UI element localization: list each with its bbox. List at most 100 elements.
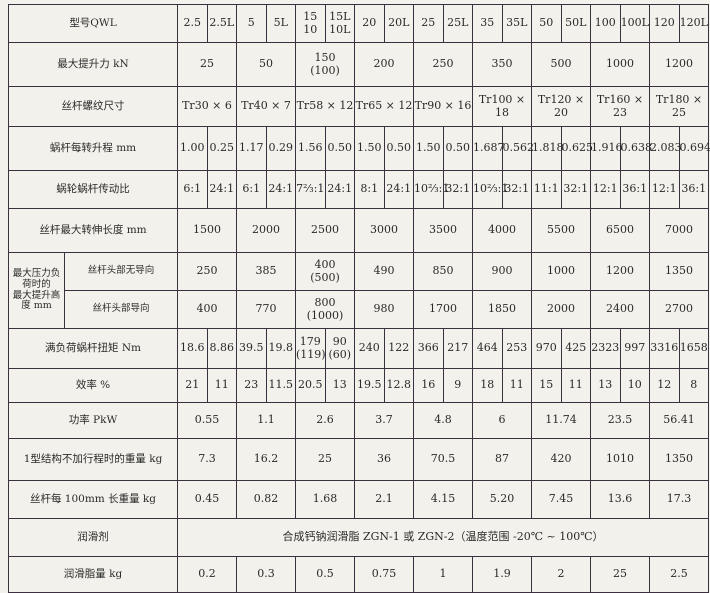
table-cell: 20.5 <box>295 368 326 403</box>
table-cell: 0.50 <box>383 126 414 171</box>
table-cell: 19.8 <box>265 328 296 369</box>
table-cell: 179 (119) <box>295 328 326 369</box>
row-label: 型号QWL <box>8 4 178 43</box>
row-efficiency: 效率 % 21 11 23 11.5 20.5 13 19.5 12.8 16 9 18 11 15 11 1… <box>8 368 709 403</box>
table-cell: 1010 <box>590 438 650 481</box>
table-cell: 18 <box>472 368 503 403</box>
row-pressure-guide: 丝杆头部导向 400 770 800 (1000) 980 1700 1850 2000 240… <box>9 290 709 329</box>
table-cell: 3000 <box>354 208 414 253</box>
table-cell: 3500 <box>413 208 473 253</box>
table-cell: 900 <box>472 252 532 291</box>
table-cell: 6500 <box>590 208 650 253</box>
table-cell: 100L <box>619 4 650 43</box>
table-cell: 122 <box>383 328 414 369</box>
table-cell: 250 <box>413 42 473 87</box>
table-cell: 150 (100) <box>295 42 355 87</box>
table-cell: 1.1 <box>236 402 296 439</box>
table-cell: 11.5 <box>265 368 296 403</box>
row-torque: 满负荷蜗杆扭矩 Nm 18.6 8.86 39.5 19.8 179 (119) 90 (6… <box>8 328 709 369</box>
table-cell: 2000 <box>531 290 591 329</box>
table-cell: 24:1 <box>383 170 414 209</box>
table-cell: 1350 <box>649 252 709 291</box>
table-cell: 50 <box>236 42 296 87</box>
table-cell: 18.6 <box>177 328 208 369</box>
row-label: 丝杆每 100mm 长重量 kg <box>8 480 178 519</box>
table-cell: 200 <box>354 42 414 87</box>
table-cell: 56.41 <box>649 402 709 439</box>
table-cell: 1.50 <box>413 126 444 171</box>
table-cell: 50 <box>531 4 562 43</box>
table-cell: 36 <box>354 438 414 481</box>
row-label: 满负荷蜗杆扭矩 Nm <box>8 328 178 369</box>
row-label: 丝杆最大转伸长度 mm <box>8 208 178 253</box>
table-cell: 0.625 <box>560 126 593 171</box>
row-max-lift: 最大提升力 kN 25 50 150 (100) 200 250 350 500 1000 120… <box>8 42 709 87</box>
row-label: 效率 % <box>8 368 178 403</box>
row-max-length: 丝杆最大转伸长度 mm 1500 2000 2500 3000 3500 4000 5500 6… <box>8 208 709 253</box>
table-cell: 997 <box>619 328 650 369</box>
table-cell: Tr180 × 25 <box>649 86 709 127</box>
row-label: 丝杆螺纹尺寸 <box>8 86 178 127</box>
table-cell: 9 <box>442 368 473 403</box>
table-cell: 25 <box>295 438 355 481</box>
table-cell: 10 <box>619 368 650 403</box>
table-cell: 0.55 <box>177 402 237 439</box>
table-cell: 2.5L <box>206 4 237 43</box>
row-label: 蜗杆每转升程 mm <box>8 126 178 171</box>
table-cell: 36:1 <box>619 170 650 209</box>
table-cell: 70.5 <box>413 438 473 481</box>
table-cell: 0.45 <box>177 480 237 519</box>
table-cell: 23.5 <box>590 402 650 439</box>
row-weight: 1型结构不加行程时的重量 kg 7.3 16.2 25 36 70.5 87 420 1010 1… <box>8 438 709 481</box>
table-cell: 7000 <box>649 208 709 253</box>
table-cell: Tr160 × 23 <box>590 86 650 127</box>
sub-row-label: 丝杆头部无导向 <box>64 252 178 291</box>
table-cell: 1.818 <box>531 126 564 171</box>
table-cell: 12.8 <box>383 368 414 403</box>
table-cell: 400 <box>177 290 237 329</box>
table-cell: 24:1 <box>324 170 355 209</box>
table-cell: 1 <box>413 556 473 593</box>
table-cell: Tr40 × 7 <box>236 86 296 127</box>
table-cell: Tr100 × 18 <box>472 86 532 127</box>
table-cell: 0.25 <box>206 126 237 171</box>
row-power: 功率 PkW 0.55 1.1 2.6 3.7 4.8 6 11.74 23.5 56.41 <box>8 402 709 439</box>
table-cell: 1.916 <box>590 126 623 171</box>
table-cell: 25 <box>413 4 444 43</box>
table-cell: 11:1 <box>531 170 562 209</box>
table-cell: 8.86 <box>206 328 237 369</box>
table-cell: 0.29 <box>265 126 296 171</box>
table-cell: 10⅔:1 <box>472 170 508 209</box>
table-cell: 24:1 <box>265 170 296 209</box>
row-label: 蜗轮蜗杆传动比 <box>8 170 178 209</box>
row-label: 润滑脂量 kg <box>8 556 178 593</box>
table-cell: 7.3 <box>177 438 237 481</box>
table-cell: 250 <box>177 252 237 291</box>
row-label: 最大提升力 kN <box>8 42 178 87</box>
table-cell: 25 <box>590 556 650 593</box>
table-cell: 11.74 <box>531 402 591 439</box>
table-cell: 50L <box>560 4 591 43</box>
table-cell: 32:1 <box>442 170 473 209</box>
table-cell: 0.3 <box>236 556 296 593</box>
table-cell: Tr65 × 12 <box>354 86 414 127</box>
table-cell: 2.083 <box>649 126 682 171</box>
table-cell: 1658 <box>678 328 709 369</box>
table-cell: 500 <box>531 42 591 87</box>
table-cell: 32:1 <box>501 170 532 209</box>
table-cell: 20L <box>383 4 414 43</box>
row-screw-weight: 丝杆每 100mm 长重量 kg 0.45 0.82 1.68 2.1 4.15 5.20 7… <box>8 480 709 519</box>
table-cell: 25L <box>442 4 473 43</box>
spec-table: 型号QWL 2.5 2.5L 5 5L 15 10 15L 10L 20 20L 25 25L 35 3… <box>8 4 710 593</box>
table-cell: 0.638 <box>619 126 652 171</box>
table-cell: 0.2 <box>177 556 237 593</box>
table-cell: Tr120 × 20 <box>531 86 591 127</box>
table-cell: Tr30 × 6 <box>177 86 237 127</box>
table-cell: 5L <box>265 4 296 43</box>
table-cell: 2.5 <box>649 556 709 593</box>
table-cell: 1000 <box>531 252 591 291</box>
table-cell: 15 10 <box>295 4 326 43</box>
table-cell: 7⅔:1 <box>295 170 326 209</box>
table-cell: 366 <box>413 328 444 369</box>
table-cell: 5 <box>236 4 267 43</box>
